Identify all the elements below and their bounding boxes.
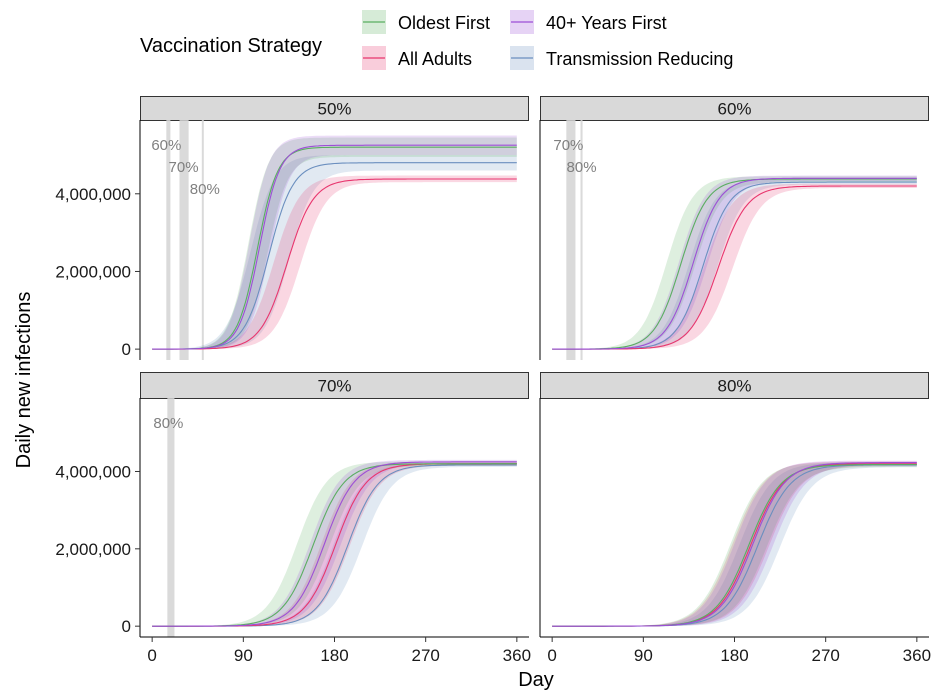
ribbon-all-adults: [552, 461, 917, 627]
ribbon-all-adults: [152, 461, 517, 627]
series-line-oldest-first: [552, 178, 917, 350]
x-tick-label: 270: [811, 646, 839, 665]
panel-strip: [140, 96, 529, 121]
ribbon-transmission-reducing: [152, 155, 517, 350]
y-tick-label: 2,000,000: [55, 540, 131, 559]
panel-80: 80% 0 90 180 270 360: [539, 372, 931, 665]
vline-label-80: 80%: [567, 159, 597, 176]
x-tick-label: 90: [234, 646, 253, 665]
ribbon-transmission-reducing: [552, 179, 917, 350]
x-axis-label: Day: [518, 669, 554, 691]
panel-strip-label: 70%: [317, 377, 351, 396]
vline-band-80: [167, 398, 175, 637]
panel-70: 70% 80% 0 2,000,000 4,000,000 0 90 180 270 360: [55, 372, 531, 665]
vline-band-70: [566, 120, 576, 360]
vline-band-60: [166, 120, 171, 360]
x-tick-label: 180: [320, 646, 348, 665]
series-line-all-adults: [152, 178, 517, 350]
ribbon-oldest-first: [552, 462, 917, 627]
series-line-40-years-first: [152, 461, 517, 627]
y-axis-label: Daily new infections: [13, 292, 35, 469]
y-tick-label: 0: [122, 340, 131, 359]
ribbon-40-years-first: [152, 135, 517, 350]
y-tick-label: 4,000,000: [55, 185, 131, 204]
x-tick-label: 270: [411, 646, 439, 665]
legend-item-oldest-first: Oldest First: [362, 10, 490, 34]
panel-strip: [540, 96, 929, 121]
legend-item-40-years-first: 40+ Years First: [510, 10, 667, 34]
legend-item-all-adults: All Adults: [362, 46, 472, 70]
vline-label-80: 80%: [190, 181, 220, 198]
ribbon-40-years-first: [152, 459, 517, 627]
panel-strip-label: 50%: [317, 100, 351, 119]
legend-label-40-years-first: 40+ Years First: [546, 13, 667, 33]
legend-title: Vaccination Strategy: [140, 35, 322, 57]
panel-50: 50% 60% 70% 80% 0 2,000,000 4,000,000: [55, 96, 529, 360]
panel-strip-label: 80%: [717, 377, 751, 396]
ribbon-oldest-first: [152, 461, 517, 627]
x-tick-label: 360: [503, 646, 531, 665]
x-tick-label: 0: [547, 646, 556, 665]
vline-band-80: [580, 120, 583, 360]
ribbon-all-adults: [152, 175, 517, 350]
x-tick-label: 90: [634, 646, 653, 665]
vline-label-70: 70%: [169, 159, 199, 176]
vline-label-80: 80%: [153, 415, 183, 432]
panel-strip: [140, 372, 529, 399]
legend-label-all-adults: All Adults: [398, 49, 472, 69]
ribbon-oldest-first: [152, 137, 517, 350]
legend-item-transmission-reducing: Transmission Reducing: [510, 46, 733, 70]
ribbon-transmission-reducing: [152, 463, 517, 627]
panel-strip-label: 60%: [717, 100, 751, 119]
x-tick-label: 0: [147, 646, 156, 665]
y-tick-label: 0: [122, 617, 131, 636]
vline-band-80: [201, 120, 204, 360]
series-line-40-years-first: [552, 462, 917, 627]
vline-band-70: [179, 120, 189, 360]
vline-label-70: 70%: [553, 137, 583, 154]
y-tick-label: 2,000,000: [55, 262, 131, 281]
series-line-40-years-first: [152, 144, 517, 350]
ribbon-all-adults: [552, 183, 917, 350]
ribbon-40-years-first: [552, 460, 917, 627]
legend: Vaccination Strategy Oldest First 40+ Yea…: [140, 10, 733, 70]
ribbon-transmission-reducing: [552, 462, 917, 627]
vline-label-60: 60%: [151, 137, 181, 154]
legend-label-oldest-first: Oldest First: [398, 13, 490, 33]
x-tick-label: 180: [720, 646, 748, 665]
panel-strip: [540, 372, 929, 399]
y-tick-label: 4,000,000: [55, 462, 131, 481]
legend-label-transmission-reducing: Transmission Reducing: [546, 49, 733, 69]
x-tick-label: 360: [903, 646, 931, 665]
series-line-40-years-first: [552, 177, 917, 350]
panel-60: 60% 70% 80%: [539, 96, 929, 360]
